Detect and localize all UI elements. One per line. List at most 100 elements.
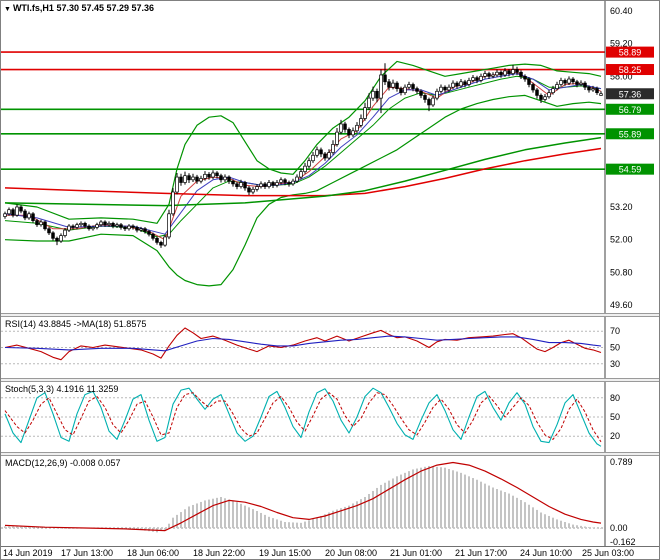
time-axis-label: 19 Jun 15:00 [259, 548, 312, 558]
candle [311, 154, 315, 162]
time-axis[interactable]: 14 Jun 2019 17 Jun 13:00 18 Jun 06:00 18 Ju… [1, 546, 659, 559]
candle [487, 73, 491, 77]
symbol-title: ▼ WTI.fs,H1 57.30 57.45 57.29 57.36 [4, 3, 154, 13]
candle [391, 82, 395, 88]
panel-splitter[interactable] [1, 313, 659, 317]
trend-ma-red [4, 147, 602, 197]
candle [115, 224, 119, 227]
candle [443, 86, 447, 91]
candle [347, 129, 351, 136]
candle [403, 86, 407, 94]
candle [599, 93, 603, 96]
candle [139, 228, 143, 231]
candle [35, 220, 39, 226]
candle [247, 187, 251, 193]
candle [135, 227, 139, 231]
candle [431, 97, 435, 106]
candle [507, 70, 511, 74]
axis-tick-label: 70 [610, 326, 620, 336]
candle [195, 176, 199, 182]
candle [583, 82, 587, 88]
candle [215, 172, 219, 177]
candle [495, 71, 499, 76]
axis-tick-label: 0.00 [610, 523, 628, 533]
candle [427, 99, 431, 106]
candle [303, 165, 307, 172]
candle [575, 81, 579, 85]
price-badge-label: 57.36 [619, 89, 642, 99]
axis-tick-label: 53.20 [610, 202, 633, 212]
candle [339, 123, 343, 133]
candle [315, 149, 319, 156]
candle [147, 231, 151, 235]
rsi-panel-canvas[interactable]: 70 50 30 [1, 317, 659, 378]
price-badge [606, 163, 654, 175]
candle [555, 84, 559, 89]
time-axis-label: 17 Jun 13:00 [61, 548, 114, 558]
candle [579, 82, 583, 85]
candle [15, 206, 19, 216]
candle [471, 77, 475, 81]
candle [363, 107, 367, 119]
candle [527, 78, 531, 85]
candle [355, 124, 359, 132]
candle [395, 82, 399, 89]
candle [531, 84, 535, 91]
candle [259, 183, 263, 187]
candle [167, 213, 171, 238]
candle [163, 236, 167, 246]
candle [123, 227, 127, 230]
candle [87, 225, 91, 230]
stoch-k [4, 387, 602, 447]
macd-signal [4, 461, 602, 532]
candle [223, 176, 227, 181]
candle [559, 80, 563, 85]
candle [483, 73, 487, 77]
axis-tick-label: 58.00 [610, 71, 633, 81]
candle [119, 224, 123, 228]
axis-tick-label: 0.789 [610, 457, 633, 467]
candle [3, 213, 7, 217]
panel-splitter[interactable] [1, 452, 659, 456]
candle [551, 88, 555, 94]
time-axis-label: 20 Jun 08:00 [325, 548, 378, 558]
price-badge [606, 46, 654, 58]
symbol-ohlc: 57.30 57.45 57.29 57.36 [56, 3, 155, 13]
candle [323, 153, 327, 159]
candle [503, 70, 507, 76]
candle [499, 71, 503, 76]
axis-tick-label: 50 [610, 343, 620, 353]
trend-ma-green [4, 136, 602, 207]
candle [411, 84, 415, 89]
candle [539, 95, 543, 100]
axis-tick-label: 52.00 [610, 235, 633, 245]
macd-indicator-label: MACD(12,26,9) -0.008 0.057 [5, 458, 121, 468]
candle [67, 225, 71, 231]
candle [39, 221, 43, 226]
candle [187, 175, 191, 181]
candle [419, 90, 423, 96]
candle [103, 221, 107, 226]
candle [19, 206, 23, 212]
candle [451, 82, 455, 88]
time-axis-label: 18 Jun 22:00 [193, 548, 246, 558]
price-panel-canvas[interactable]: 60.40 59.20 58.00 53.20 52.00 50.80 49.60 58.89… [1, 1, 659, 313]
panel-splitter[interactable] [1, 378, 659, 382]
candle [51, 232, 55, 239]
candle [467, 80, 471, 85]
candle [151, 233, 155, 239]
candle [143, 228, 147, 232]
candle [463, 81, 467, 85]
candle [447, 86, 451, 91]
candle [47, 228, 51, 234]
macd-panel-canvas[interactable]: 0.789 0.00 -0.162 [1, 456, 659, 546]
candle [263, 183, 267, 187]
candle [399, 88, 403, 94]
candle [439, 86, 443, 92]
stochastic-panel-canvas[interactable]: 80 50 20 [1, 382, 659, 452]
candle [595, 88, 599, 94]
candle [343, 123, 347, 130]
price-badge [606, 64, 654, 76]
candle [79, 222, 83, 226]
candle [23, 210, 27, 219]
